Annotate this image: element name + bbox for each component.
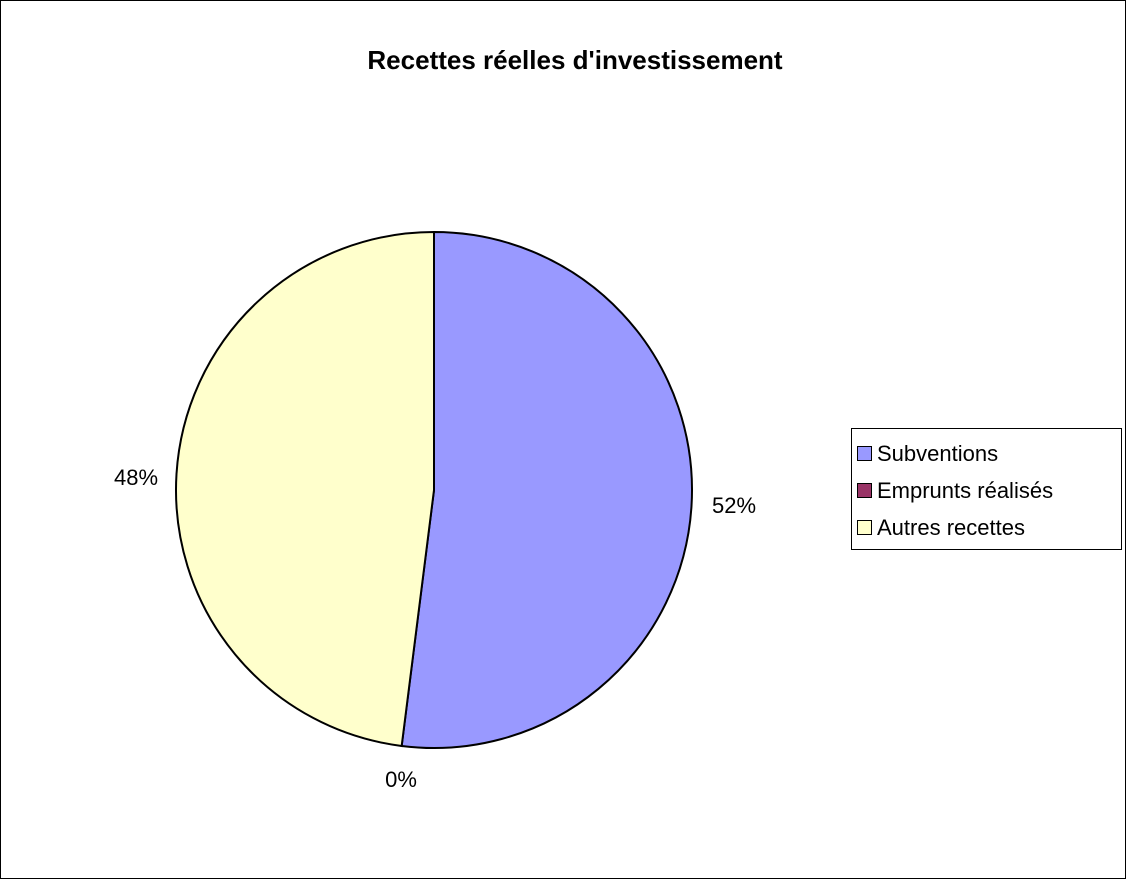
chart-title: Recettes réelles d'investissement (367, 45, 783, 75)
legend-swatch-emprunts (857, 483, 872, 498)
data-label-emprunts: 0% (385, 767, 417, 792)
legend-label-subventions: Subventions (877, 440, 999, 466)
legend-label-autres: Autres recettes (877, 514, 1025, 540)
legend-item-autres: Autres recettes (857, 509, 1121, 546)
legend: Subventions Emprunts réalisés Autres rec… (851, 428, 1122, 550)
legend-item-emprunts: Emprunts réalisés (857, 472, 1121, 509)
data-label-autres: 48% (114, 465, 158, 490)
data-label-subventions: 52% (712, 493, 756, 518)
legend-swatch-autres (857, 520, 872, 535)
pie-slice-subventions (400, 230, 693, 749)
legend-item-subventions: Subventions (857, 435, 1121, 472)
legend-swatch-subventions (857, 446, 872, 461)
pie-slice-autres (175, 230, 435, 748)
legend-label-emprunts: Emprunts réalisés (877, 477, 1054, 503)
